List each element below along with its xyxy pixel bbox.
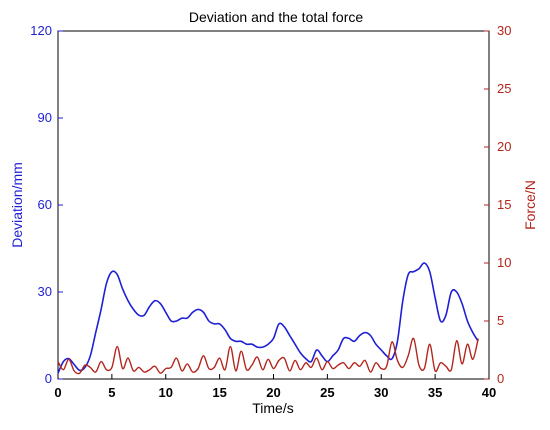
x-tick-label: 10 <box>159 385 173 400</box>
left-y-tick-label: 0 <box>45 371 52 386</box>
left-y-tick-label: 90 <box>38 110 52 125</box>
right-y-tick-label: 20 <box>497 139 511 154</box>
left-y-tick-label: 30 <box>38 284 52 299</box>
force-series-line <box>57 337 479 375</box>
right-y-tick-label: 15 <box>497 197 511 212</box>
left-y-tick-label: 60 <box>38 197 52 212</box>
bottom-axis: 0 5 10 15 20 25 30 35 40 <box>54 374 496 400</box>
right-y-tick-label: 30 <box>497 23 511 38</box>
x-tick-label: 30 <box>374 385 388 400</box>
x-tick-label: 35 <box>428 385 442 400</box>
x-tick-label: 0 <box>54 385 61 400</box>
chart-title: Deviation and the total force <box>189 9 364 25</box>
right-y-tick-label: 0 <box>497 371 504 386</box>
left-y-axis-label: Deviation/mm <box>9 162 25 248</box>
right-y-tick-label: 10 <box>497 255 511 270</box>
right-axis: 0 5 10 15 20 25 30 <box>484 23 511 386</box>
x-axis-label: Time/s <box>252 400 293 416</box>
left-y-tick-label: 120 <box>30 23 52 38</box>
right-y-tick-label: 25 <box>497 81 511 96</box>
x-tick-label: 20 <box>266 385 280 400</box>
x-tick-label: 5 <box>108 385 115 400</box>
right-y-axis-label: Force/N <box>522 180 538 230</box>
x-tick-label: 40 <box>482 385 496 400</box>
x-tick-label: 25 <box>320 385 334 400</box>
left-axis: 0 30 60 90 120 <box>30 23 63 386</box>
series-layer <box>57 262 479 375</box>
plot-frame <box>57 30 490 380</box>
x-tick-label: 15 <box>212 385 226 400</box>
deviation-series-line <box>57 262 479 374</box>
right-y-tick-label: 5 <box>497 313 504 328</box>
